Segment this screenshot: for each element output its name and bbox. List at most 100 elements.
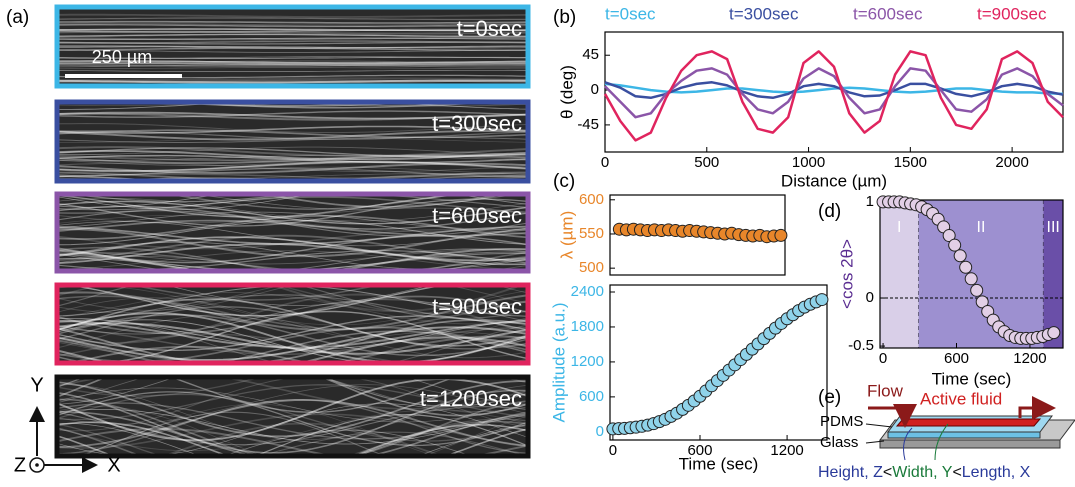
fiber-texture [55,5,528,87]
fiber [55,319,528,365]
axis-x-label: X [107,454,120,476]
fiber [55,130,528,141]
fiber [55,154,528,164]
fiber [55,318,528,350]
fiber [55,310,528,365]
image-panel: t=0sec t=300sec t=600sec t=900sec t=1200sec 2… [54,4,531,459]
fiber [55,283,528,315]
fiber [55,24,527,28]
fiber [55,294,528,324]
micrograph [55,192,530,273]
point [815,293,829,307]
scale-bar-label: 250 µm [92,47,152,67]
fiber [55,391,528,447]
fiber [55,423,528,458]
time-label: t=600sec [432,203,522,228]
fiber [55,147,528,158]
fiber [55,315,528,352]
fiber [55,166,528,176]
fiber [55,205,528,230]
fiber [55,375,528,405]
image-border [54,4,531,89]
panel-label: (d) [818,201,841,222]
fiber [74,411,393,458]
fiber [55,210,528,237]
fiber [55,406,528,458]
fiber [55,30,528,35]
fiber [55,420,528,458]
pdms-label: PDMS [820,413,863,430]
fiber [55,393,528,442]
fiber [55,130,528,140]
axes-glyph: Y Z X [14,374,121,476]
fiber [55,295,528,330]
fiber [55,384,528,421]
fiber [55,167,527,178]
fiber [55,17,528,21]
fiber [55,156,528,166]
fiber [55,69,527,72]
fiber [55,46,528,49]
fiber [55,150,528,161]
time-label: t=0sec [457,16,522,41]
point [975,295,989,309]
less-than: < [952,464,961,481]
fiber [55,235,528,264]
y-tick-label: 1800 [571,318,604,335]
y-tick-label: 600 [579,191,604,208]
fiber [55,44,527,49]
chart: -45 0 45 0 500 1000 1500 2000 Distance (µm) θ (de… [557,4,1064,190]
panel-label: (a) [6,7,29,28]
fiber [55,418,528,458]
dimension-text: Height, Z<Width, Y<Length, X [818,464,1031,481]
fiber [55,64,527,67]
y-tick-label: 1200 [571,353,604,370]
plot-frame [879,199,1064,349]
fiber [55,243,528,266]
fiber [55,406,528,446]
fiber [55,322,528,355]
fiber [55,384,528,441]
height-pointer [903,427,913,461]
fiber [55,291,528,332]
image-border [54,191,531,274]
fiber [55,49,527,53]
z-circle [29,457,45,473]
fiber [55,236,528,262]
x-axis-label: Time (sec) [932,369,1012,388]
fiber [55,77,528,82]
y-tick-label: 0 [596,423,604,440]
flow-arrow-in [868,404,917,428]
fiber [55,228,528,250]
fiber [55,413,528,458]
fiber [55,384,528,425]
y-tick-label: 600 [579,388,604,405]
region-label: II [977,219,986,236]
height-label: Height, Z [818,464,883,481]
fiber [55,295,528,335]
region [1043,200,1063,348]
flow-label: Flow [867,381,904,400]
fiber [55,387,528,423]
fiber [55,375,528,410]
fiber [55,293,528,344]
series-line [604,81,1064,100]
fiber [245,192,524,208]
fiber [55,13,528,18]
width-pointer [934,423,949,461]
fiber [55,326,528,361]
x-tick-label: 0 [601,154,609,171]
fiber-texture [55,283,528,365]
image-border [54,99,531,184]
point [970,283,984,297]
fiber [55,79,527,84]
fiber [55,28,528,31]
x-tick-label: 1500 [894,154,927,171]
time-label: t=900sec [432,294,522,319]
x-tick-label: 0 [609,442,617,459]
plot-frame [609,284,828,441]
fiber [55,154,528,164]
series-line [604,82,1064,96]
legend-entry: t=600sec [853,4,923,23]
y-tick-label: 550 [579,225,604,242]
